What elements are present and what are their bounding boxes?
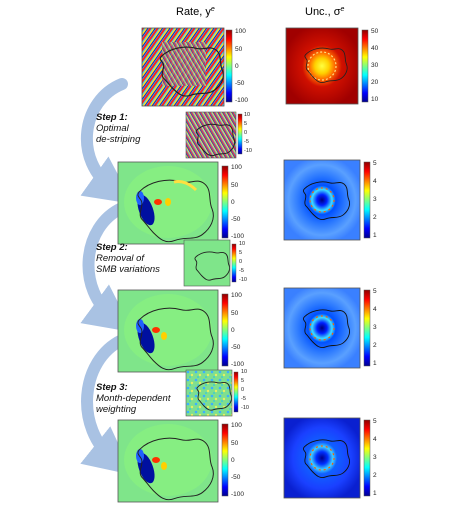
tick-label: 0	[231, 199, 235, 206]
tick-label: 0	[231, 327, 235, 334]
tick-label: -5	[241, 396, 246, 402]
step3-label: Step 3: Month-dependent weighting	[96, 382, 170, 415]
tick-label: 5	[373, 160, 377, 167]
tick-label: 10	[241, 369, 248, 375]
tick-label: 3	[373, 324, 377, 331]
tick-label: 100	[235, 28, 246, 35]
tick-label: 5	[373, 288, 377, 295]
tick-label: 100	[231, 164, 242, 171]
step3-colorbar	[233, 371, 239, 413]
rate-map-step2	[117, 289, 219, 373]
tick-label: -5	[244, 139, 249, 145]
step1-label: Step 1: Optimal de-striping	[96, 112, 140, 145]
tick-label: 3	[373, 454, 377, 461]
tick-label: 50	[231, 440, 239, 447]
tick-label: 0	[241, 387, 245, 393]
step2-correction-map	[183, 239, 231, 287]
tick-label: 50	[231, 182, 239, 189]
tick-label: 10	[239, 241, 246, 247]
tick-label: -5	[239, 268, 244, 274]
tick-label: 50	[231, 310, 239, 317]
tick-label: 5	[241, 378, 245, 384]
tick-label: 0	[235, 63, 239, 70]
tick-label: -100	[231, 361, 245, 368]
step2-arrow	[80, 202, 134, 333]
tick-label: 4	[373, 178, 377, 185]
step2-label: Step 2: Removal of SMB variations	[96, 242, 160, 275]
rate-map-step1	[117, 161, 219, 245]
uncertainty-column-title: Unc., σe	[305, 6, 345, 18]
tick-label: 0	[231, 457, 235, 464]
unc-colorbar-raw	[361, 29, 369, 103]
step2-line2: SMB variations	[96, 264, 160, 275]
tick-label: 5	[373, 418, 377, 425]
rate-map-raw	[141, 27, 225, 107]
unc-map-step3	[283, 417, 361, 499]
step1-colorbar	[237, 113, 243, 155]
tick-label: -100	[231, 233, 245, 240]
tick-label: 1	[373, 490, 377, 497]
rate-colorbar-step2	[221, 293, 229, 367]
step2-colorbar	[231, 243, 237, 283]
step3-correction-map	[185, 369, 233, 417]
step1-correction-map	[185, 111, 237, 159]
tick-label: 100	[231, 422, 242, 429]
tick-label: 40	[371, 45, 379, 52]
process-arrows	[80, 78, 134, 476]
tick-label: 4	[373, 436, 377, 443]
tick-label: 10	[371, 96, 379, 103]
tick-label: 5	[239, 250, 243, 256]
step1-line2: de-striping	[96, 134, 141, 145]
tick-label: 1	[373, 360, 377, 367]
step1-heading: Step 1:	[96, 112, 128, 123]
tick-label: 3	[373, 196, 377, 203]
rate-colorbar-step1	[221, 165, 229, 239]
tick-label: -10	[244, 148, 252, 154]
tick-label: 50	[235, 46, 243, 53]
unc-map-step1	[283, 159, 361, 241]
tick-label: 0	[244, 130, 248, 136]
rate-colorbar-raw	[225, 29, 233, 103]
tick-label: -50	[231, 344, 241, 351]
tick-label: 4	[373, 306, 377, 313]
tick-label: 2	[373, 214, 377, 221]
tick-label: 1	[373, 232, 377, 239]
tick-label: 100	[231, 292, 242, 299]
tick-label: 50	[371, 28, 379, 35]
tick-label: -10	[239, 277, 247, 283]
tick-label: 5	[244, 121, 248, 127]
tick-label: -50	[235, 80, 245, 87]
tick-label: -10	[241, 405, 249, 411]
step3-line1: Month-dependent	[96, 393, 171, 404]
rate-column-title: Rate, ye	[176, 6, 215, 18]
tick-label: -50	[231, 216, 241, 223]
unc-colorbar-step3	[363, 419, 371, 497]
tick-label: -100	[235, 97, 249, 104]
step3-arrow	[80, 334, 133, 476]
tick-label: 10	[244, 112, 251, 118]
unc-colorbar-step1	[363, 161, 371, 239]
unc-map-step2	[283, 287, 361, 369]
tick-label: 30	[371, 62, 379, 69]
tick-label: 2	[373, 472, 377, 479]
tick-label: -50	[231, 474, 241, 481]
tick-label: 2	[373, 342, 377, 349]
unc-map-raw	[285, 27, 359, 105]
rate-map-step3	[117, 419, 219, 503]
step2-heading: Step 2:	[96, 242, 128, 253]
tick-label: -100	[231, 491, 245, 498]
step1-arrow	[80, 78, 134, 204]
step3-heading: Step 3:	[96, 382, 128, 393]
rate-colorbar-step3	[221, 423, 229, 497]
tick-label: 20	[371, 79, 379, 86]
step2-line1: Removal of	[96, 253, 145, 264]
unc-colorbar-step2	[363, 289, 371, 367]
step3-line2: weighting	[96, 404, 137, 415]
step1-line1: Optimal	[96, 123, 129, 134]
tick-label: 0	[239, 259, 243, 265]
